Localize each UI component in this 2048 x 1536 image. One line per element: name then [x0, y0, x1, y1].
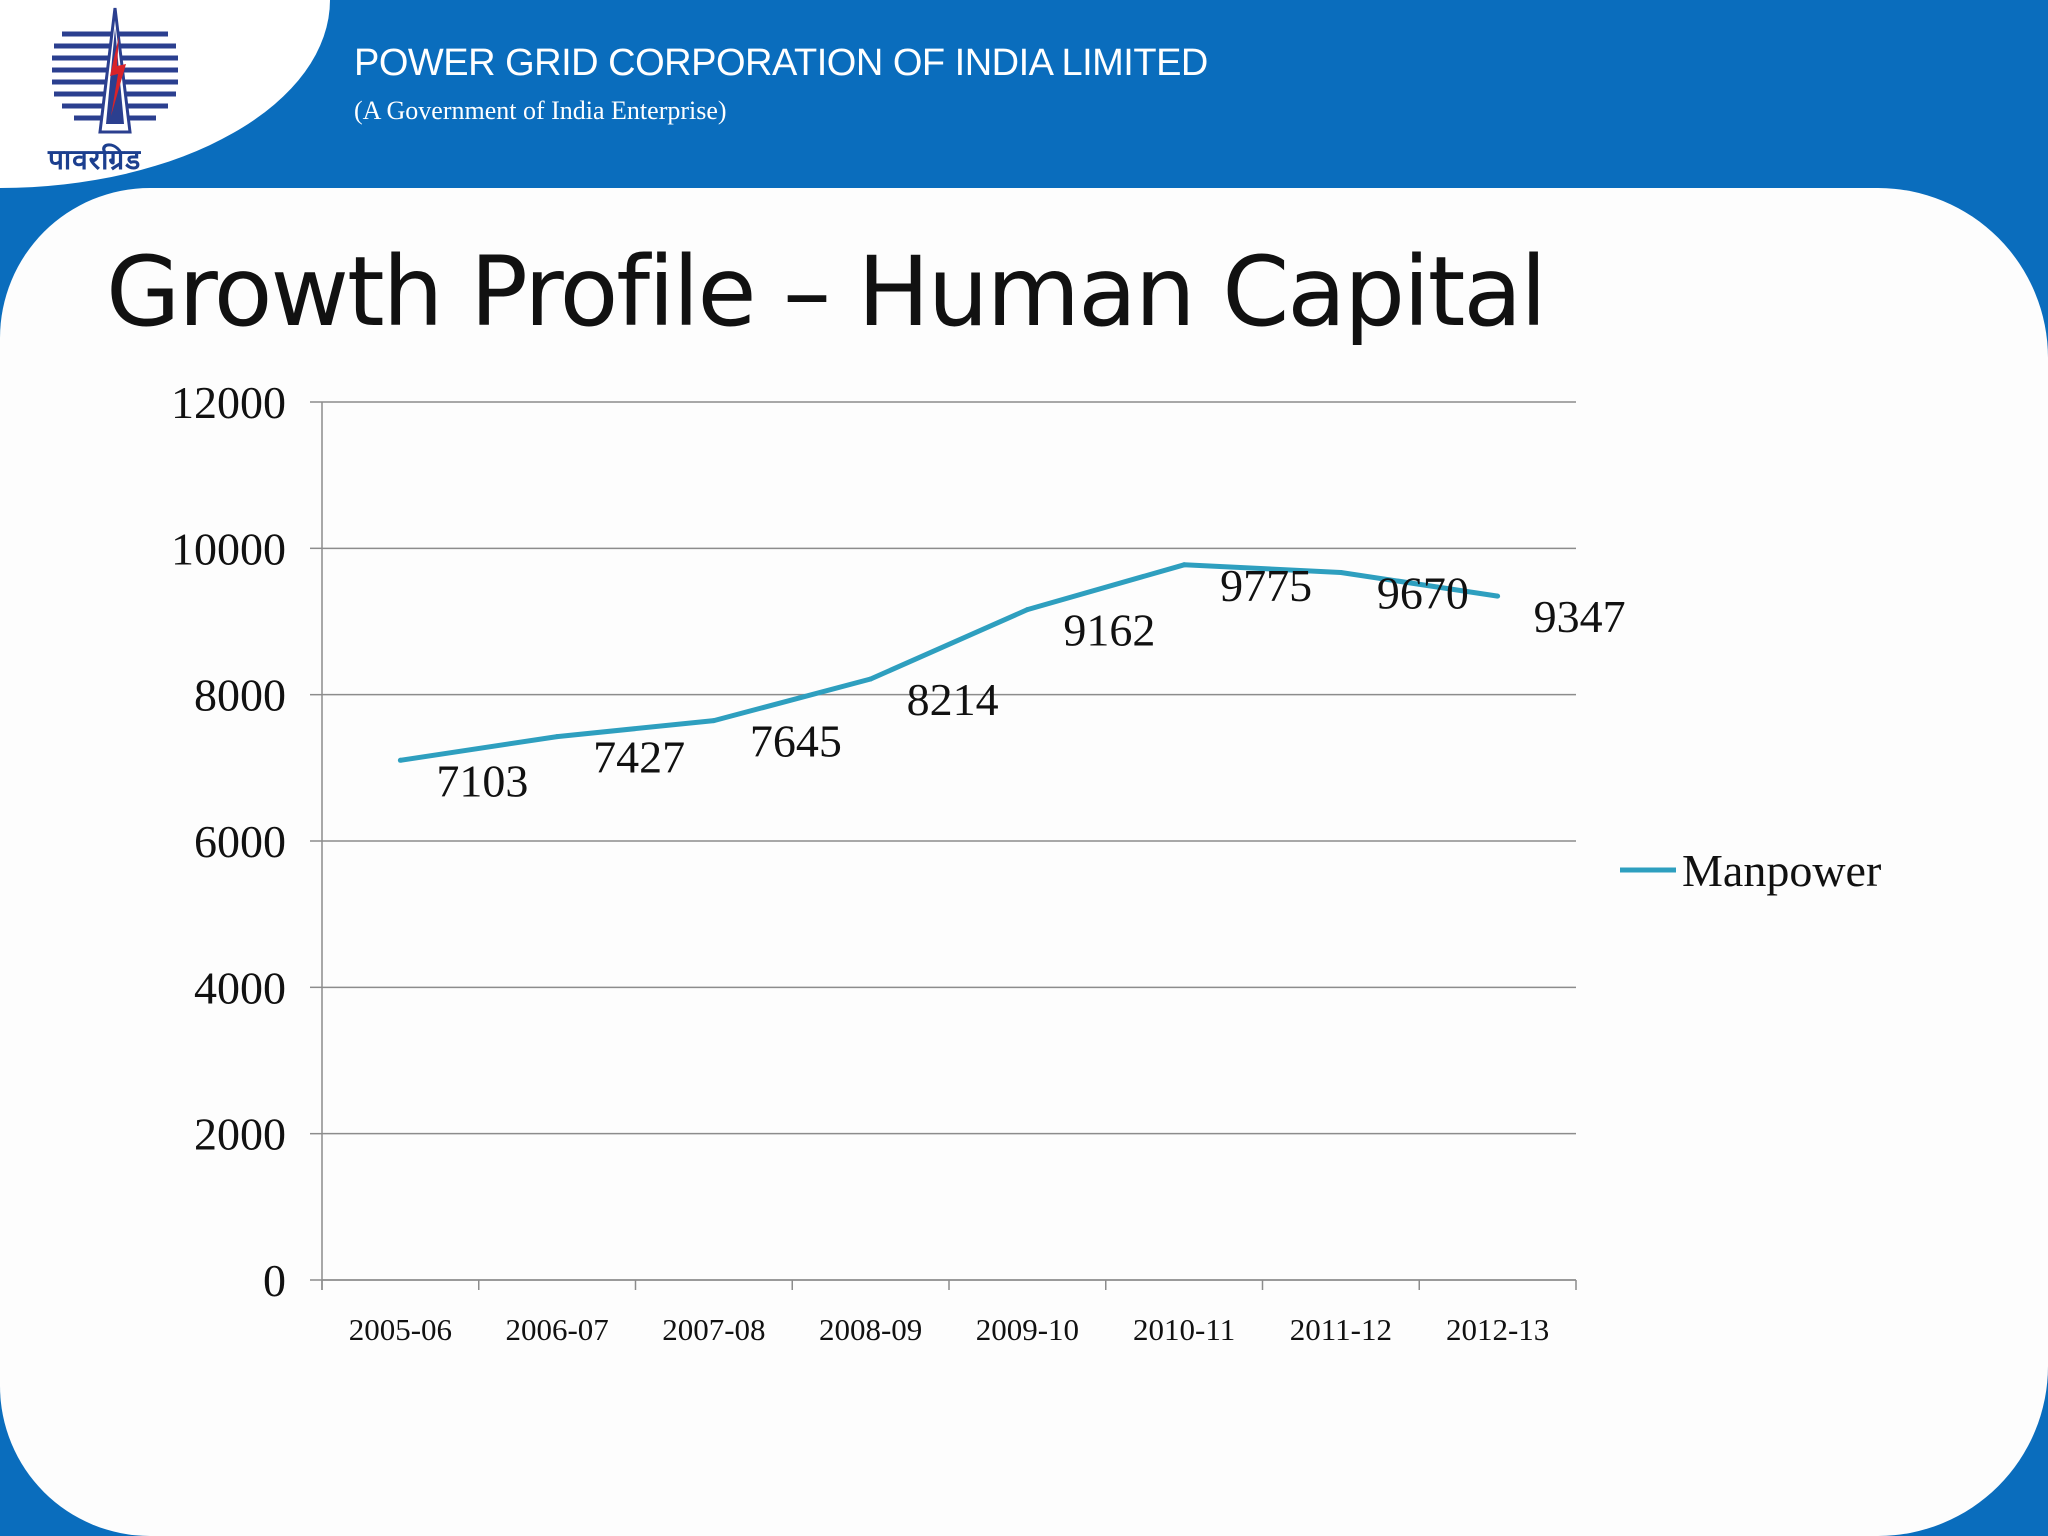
data-point	[868, 676, 874, 682]
powergrid-logo-icon	[52, 7, 178, 134]
data-label: 7103	[436, 755, 528, 806]
legend-label: Manpower	[1682, 845, 1881, 896]
x-tick-label: 2009-10	[976, 1312, 1079, 1347]
x-tick-label: 2006-07	[505, 1312, 608, 1347]
series-line-manpower	[400, 562, 1498, 763]
data-label: 9775	[1220, 560, 1312, 611]
logo-text: पावरग्रिड	[48, 143, 142, 176]
x-tick-label: 2011-12	[1290, 1312, 1392, 1347]
y-tick-label: 4000	[194, 962, 286, 1013]
y-tick-label: 12000	[171, 377, 286, 428]
y-tick-label: 0	[263, 1255, 286, 1306]
data-label: 9162	[1063, 605, 1155, 656]
header-bar: पावरग्रिड POWER GRID CORPORATION OF INDI…	[0, 0, 2048, 188]
data-label: 9347	[1534, 591, 1626, 642]
data-point	[1495, 593, 1501, 599]
data-label: 9670	[1377, 567, 1469, 618]
y-tick-label: 8000	[194, 670, 286, 721]
data-label: 7427	[593, 732, 685, 783]
data-point	[397, 757, 403, 763]
x-tick-label: 2012-13	[1446, 1312, 1549, 1347]
company-subtitle: (A Government of India Enterprise)	[354, 96, 727, 125]
y-tick-label: 6000	[194, 816, 286, 867]
x-tick-label: 2008-09	[819, 1312, 922, 1347]
logo-panel: पावरग्रिड	[0, 0, 330, 188]
data-point	[1338, 569, 1344, 575]
slide-content-panel	[0, 188, 2048, 1536]
data-point	[1024, 607, 1030, 613]
data-point	[554, 734, 560, 740]
x-tick-label: 2005-06	[349, 1312, 452, 1347]
data-point	[711, 718, 717, 724]
company-name: POWER GRID CORPORATION OF INDIA LIMITED	[354, 42, 1208, 84]
data-point	[1181, 562, 1187, 568]
y-tick-label: 10000	[171, 523, 286, 574]
slide-title: Growth Profile – Human Capital	[106, 236, 1547, 348]
x-tick-label: 2007-08	[662, 1312, 765, 1347]
x-tick-label: 2010-11	[1133, 1312, 1235, 1347]
y-tick-label: 2000	[194, 1109, 286, 1160]
data-label: 7645	[750, 716, 842, 767]
data-label: 8214	[907, 674, 999, 725]
